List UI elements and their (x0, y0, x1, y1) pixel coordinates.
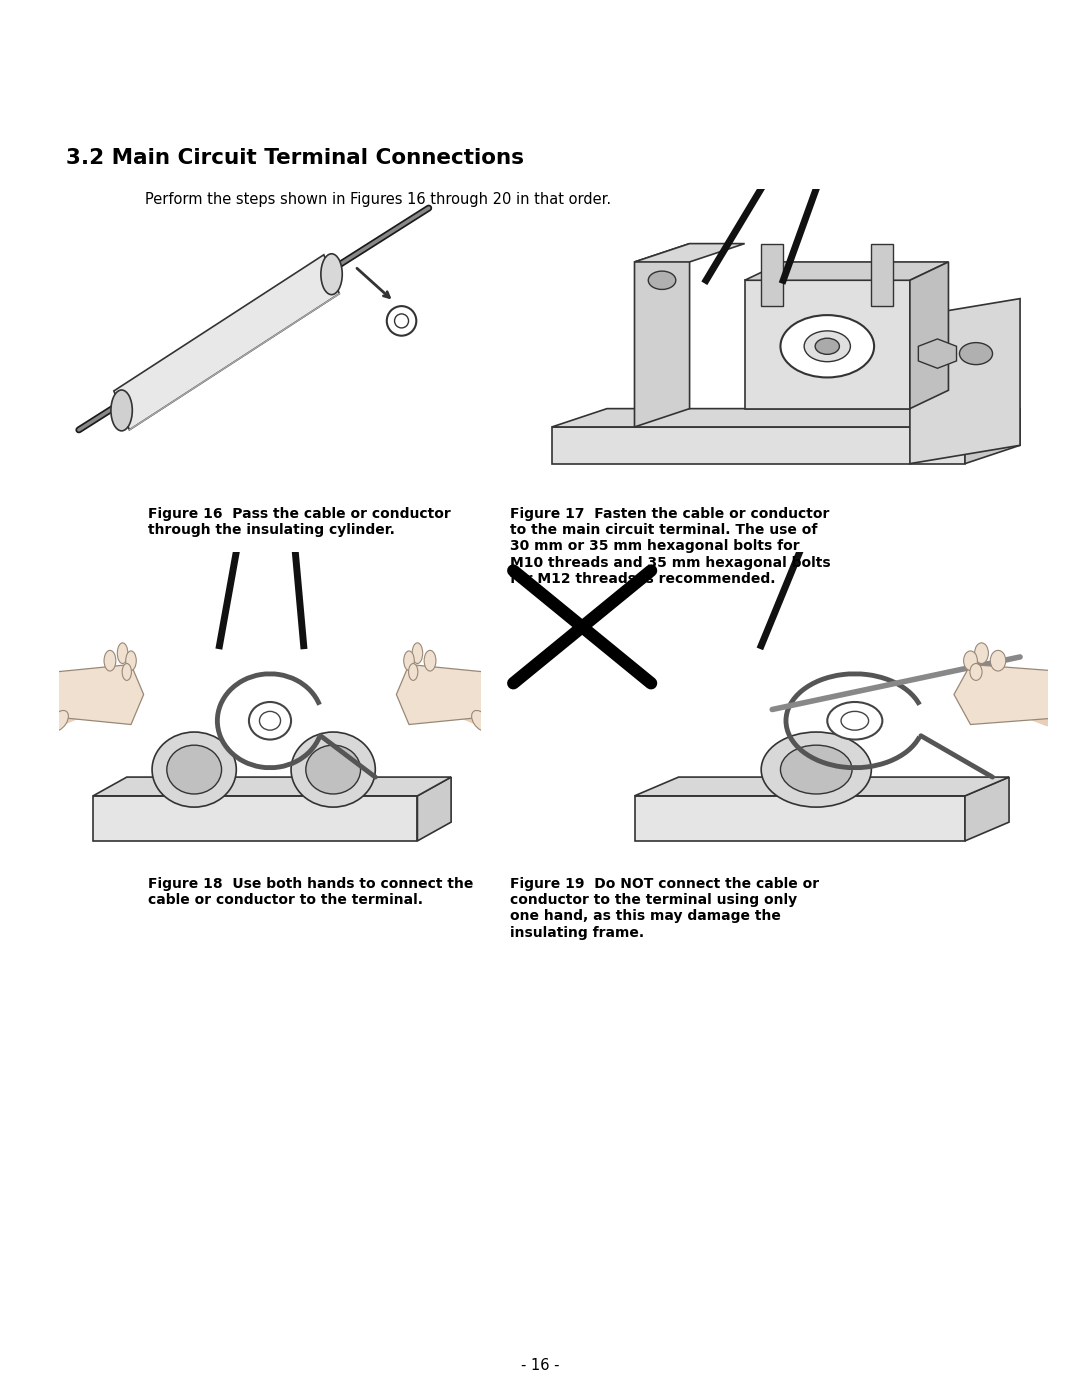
Ellipse shape (472, 711, 489, 731)
Text: Figure 18  Use both hands to connect the
cable or conductor to the terminal.: Figure 18 Use both hands to connect the … (148, 877, 473, 907)
Circle shape (259, 711, 281, 731)
Polygon shape (872, 243, 893, 306)
Ellipse shape (122, 664, 132, 680)
Text: Figure 19  Do NOT connect the cable or
conductor to the terminal using only
one : Figure 19 Do NOT connect the cable or co… (510, 877, 819, 940)
Circle shape (248, 703, 292, 739)
Circle shape (387, 306, 416, 335)
Polygon shape (396, 665, 523, 725)
Polygon shape (93, 796, 417, 841)
Polygon shape (417, 777, 451, 841)
Ellipse shape (424, 651, 436, 671)
Ellipse shape (990, 651, 1005, 671)
Polygon shape (761, 243, 783, 306)
Circle shape (805, 331, 850, 362)
Ellipse shape (408, 664, 418, 680)
Polygon shape (17, 665, 144, 725)
Polygon shape (635, 796, 966, 841)
Text: 3.2 Main Circuit Terminal Connections: 3.2 Main Circuit Terminal Connections (66, 148, 524, 168)
Polygon shape (909, 263, 948, 408)
Circle shape (959, 342, 993, 365)
Polygon shape (113, 254, 339, 430)
Ellipse shape (118, 643, 127, 664)
Circle shape (781, 316, 874, 377)
Circle shape (648, 271, 676, 289)
Polygon shape (552, 408, 1020, 427)
Text: Figure 17  Fasten the cable or conductor
to the main circuit terminal. The use o: Figure 17 Fasten the cable or conductor … (510, 507, 831, 585)
Text: Figure 16  Pass the cable or conductor
through the insulating cylinder.: Figure 16 Pass the cable or conductor th… (148, 507, 450, 538)
Ellipse shape (104, 651, 116, 671)
Circle shape (827, 703, 882, 739)
Circle shape (306, 745, 361, 793)
Ellipse shape (125, 651, 136, 671)
Polygon shape (635, 243, 745, 263)
Polygon shape (635, 243, 690, 427)
Circle shape (781, 745, 852, 793)
Ellipse shape (970, 664, 982, 680)
Circle shape (394, 314, 408, 328)
Polygon shape (909, 299, 1020, 464)
Ellipse shape (963, 651, 977, 671)
Circle shape (166, 745, 221, 793)
Ellipse shape (1052, 711, 1076, 731)
Circle shape (152, 732, 237, 807)
Circle shape (292, 732, 376, 807)
Ellipse shape (404, 651, 415, 671)
Circle shape (761, 732, 872, 807)
Ellipse shape (321, 254, 342, 295)
Polygon shape (635, 777, 1009, 796)
Polygon shape (966, 777, 1009, 841)
Text: Perform the steps shown in Figures 16 through 20 in that order.: Perform the steps shown in Figures 16 th… (145, 191, 611, 207)
Polygon shape (966, 408, 1020, 464)
Polygon shape (918, 339, 957, 369)
Polygon shape (552, 427, 966, 464)
Text: - 16 -: - 16 - (521, 1358, 559, 1373)
Ellipse shape (111, 390, 133, 430)
Polygon shape (93, 777, 451, 796)
Polygon shape (745, 281, 909, 408)
Circle shape (841, 711, 868, 731)
Polygon shape (745, 263, 948, 281)
Polygon shape (954, 665, 1080, 725)
Ellipse shape (974, 643, 988, 664)
Circle shape (815, 338, 839, 355)
Ellipse shape (51, 711, 68, 731)
Ellipse shape (413, 643, 422, 664)
